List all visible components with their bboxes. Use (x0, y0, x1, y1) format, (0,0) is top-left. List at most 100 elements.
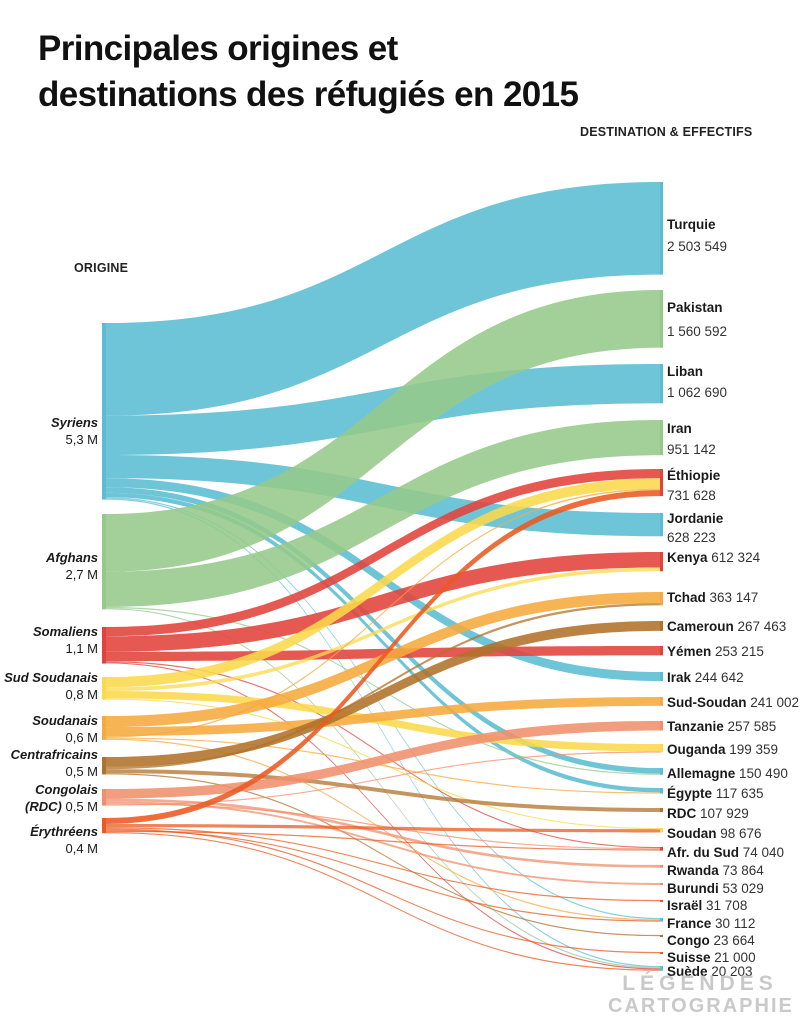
origin-name: Sud Soudanais (4, 670, 98, 685)
origin-bar-ssd (102, 677, 106, 700)
dest-name-turquie: Turquie (667, 217, 716, 232)
dest-name: Égypte (667, 786, 713, 801)
dest-bar-rdc (660, 808, 663, 812)
dest-name: Sud-Soudan (667, 695, 747, 710)
origin-name: Somaliens (32, 624, 98, 639)
dest-value: 117 635 (712, 786, 764, 801)
dest-value: 20 203 (707, 964, 753, 979)
dest-name-liban: Liban (667, 364, 703, 379)
dest-name: RDC (667, 806, 697, 821)
dest-label-israel: Israël 31 708 (667, 897, 747, 914)
dest-value-turquie: 2 503 549 (667, 239, 728, 254)
dest-value: 73 864 (718, 863, 764, 878)
flow-cod-to-rwanda (106, 798, 660, 868)
origin-value: 0,5 M (65, 799, 98, 814)
origin-name: Afghans (46, 550, 98, 565)
dest-bar-cameroun (660, 621, 663, 631)
dest-bar-suisse (660, 952, 663, 954)
origin-label-afg: Afghans 2,7 M (46, 549, 98, 583)
flow-eri-to-soudan (106, 823, 660, 833)
dest-name: Yémen (667, 644, 712, 659)
dest-name: Burundi (667, 881, 719, 896)
destination-column-header: DESTINATION & EFFECTIFS (580, 125, 753, 139)
destination-bars (660, 182, 663, 971)
flow-eri-to-france (106, 829, 660, 922)
origin-label-syr: Syriens 5,3 M (51, 414, 98, 448)
dest-name-jordanie: Jordanie (667, 511, 724, 526)
flow-som-to-suede (106, 662, 660, 970)
dest-bar-ouganda (660, 744, 663, 753)
dest-label-suede: Suède 20 203 (667, 963, 753, 980)
origin-name: Soudanais (32, 713, 98, 728)
dest-bar-jordanie (660, 513, 663, 537)
dest-bar-burundi (660, 883, 663, 885)
dest-label-congo: Congo 23 664 (667, 932, 755, 949)
flow-syr-to-egypte (106, 492, 660, 793)
dest-value: 253 215 (711, 644, 764, 659)
origin-label-ssd: Sud Soudanais 0,8 M (4, 669, 98, 703)
dest-bar-israel (660, 900, 663, 902)
origin-value: 2,7 M (65, 567, 98, 582)
dest-value: 241 002 (746, 695, 800, 710)
chart-title: Principales origines et destinations des… (38, 29, 579, 114)
flow-ssd-to-ouganda (106, 691, 660, 752)
origin-value: 0,6 M (65, 730, 98, 745)
dest-name: Congo (667, 933, 710, 948)
dest-label-soudan: Soudan 98 676 (667, 825, 762, 842)
origin-value: 1,1 M (65, 641, 98, 656)
origin-label-cod: Congolais (RDC) 0,5 M (25, 781, 98, 815)
dest-value-iran: 951 142 (667, 442, 716, 457)
dest-value: 98 676 (716, 826, 762, 841)
dest-name-pakistan: Pakistan (667, 300, 723, 315)
dest-name: Israël (667, 898, 703, 913)
flow-afg-to-iran (106, 420, 660, 607)
dest-value: 257 585 (723, 719, 777, 734)
dest-bar-iran (660, 420, 663, 456)
flow-eri-to-afr-du-sud (106, 830, 660, 851)
flow-afg-to-pakistan (106, 290, 660, 572)
origin-bar-cod (102, 789, 106, 806)
dest-bar-soudan (660, 828, 663, 833)
dest-bar-kenya (660, 552, 663, 572)
origin-value-line: 1,1 M (33, 640, 98, 657)
dest-bar-tanzanie (660, 721, 663, 731)
dest-bar-egypte (660, 788, 663, 794)
dest-value: 150 490 (735, 766, 788, 781)
flow-caf-to-cameroun (106, 621, 660, 767)
dest-bar-suede (660, 966, 663, 971)
dest-bar-tchad (660, 592, 663, 606)
watermark-line-1: LÉGENDES (622, 972, 778, 995)
dest-name: Allemagne (667, 766, 736, 781)
dest-bar-sud-soudan (660, 697, 663, 706)
dest-label-france: France 30 112 (667, 915, 755, 932)
flow-eri-to-suede (106, 832, 660, 971)
origin-value-line: 0,4 M (30, 840, 98, 857)
dest-name: France (667, 916, 712, 931)
dest-label-allemagne: Allemagne 150 490 (667, 765, 788, 782)
origin-value: 0,8 M (65, 687, 98, 702)
dest-name: Kenya (667, 550, 708, 565)
origin-value-line: 0,6 M (32, 729, 98, 746)
flow-caf-to-rdc (106, 769, 660, 812)
dest-name: Suisse (667, 950, 711, 965)
dest-bar-congo (660, 935, 663, 937)
dest-label-afr-du-sud: Afr. du Sud 74 040 (667, 844, 784, 861)
watermark-logo: LÉGENDES CARTOGRAPHIE (608, 972, 792, 1018)
dest-label-yemen: Yémen 253 215 (667, 643, 764, 660)
dest-name: Suède (667, 964, 708, 979)
origin-value: 5,3 M (65, 432, 98, 447)
dest-bar-ethiopie (660, 469, 663, 497)
dest-value: 74 040 (739, 845, 785, 860)
flow-som-to-ethiopie (106, 469, 660, 637)
flow-cod-to-burundi (106, 801, 660, 885)
origin-label-caf: Centrafricains 0,5 M (11, 746, 98, 780)
dest-value-pakistan: 1 560 592 (667, 324, 728, 339)
origin-name: Centrafricains (10, 747, 98, 762)
dest-name: Tanzanie (667, 719, 724, 734)
dest-label-sud-soudan: Sud-Soudan 241 002 (667, 694, 799, 711)
dest-bar-turquie (660, 182, 663, 275)
dest-value-jordanie: 628 223 (667, 530, 716, 545)
origin-name: Érythréens (30, 824, 98, 839)
origin-name-suffix: (RDC) (25, 799, 66, 814)
